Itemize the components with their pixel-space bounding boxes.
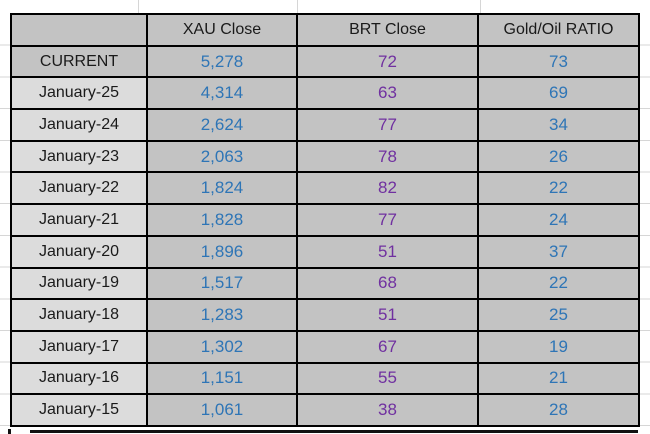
table-row: January-24 2,624 77 34 (10, 108, 640, 142)
xau-close-cell[interactable]: 2,063 (146, 139, 298, 174)
price-ratio-table: XAU Close BRT Close Gold/Oil RATIO CURRE… (10, 13, 640, 427)
gold-oil-ratio-cell[interactable]: 19 (477, 329, 640, 364)
gold-oil-ratio-cell[interactable]: 22 (477, 266, 640, 301)
brt-close-cell[interactable]: 67 (296, 329, 479, 364)
brt-close-cell[interactable]: 68 (296, 266, 479, 301)
gold-oil-ratio-cell[interactable]: 22 (477, 171, 640, 206)
table-row: January-18 1,283 51 25 (10, 298, 640, 332)
xau-close-cell[interactable]: 1,517 (146, 266, 298, 301)
cutoff-next-row-left-border (8, 429, 11, 434)
brt-close-cell[interactable]: 51 (296, 298, 479, 332)
row-label-cell[interactable]: January-21 (10, 203, 148, 237)
row-label-cell[interactable]: January-22 (10, 171, 148, 206)
brt-close-cell[interactable]: 51 (296, 234, 479, 269)
xau-close-cell[interactable]: 5,278 (146, 44, 298, 79)
table-row: January-16 1,151 55 21 (10, 361, 640, 396)
table-row: January-17 1,302 67 19 (10, 329, 640, 364)
row-label-cell[interactable]: January-19 (10, 266, 148, 301)
xau-close-cell[interactable]: 1,151 (146, 361, 298, 396)
xau-close-cell[interactable]: 1,824 (146, 171, 298, 206)
table-row: January-25 4,314 63 69 (10, 76, 640, 111)
table-row: CURRENT 5,278 72 73 (10, 44, 640, 79)
header-row: XAU Close BRT Close Gold/Oil RATIO (10, 13, 640, 47)
xau-close-cell[interactable]: 4,314 (146, 76, 298, 111)
table-row: January-20 1,896 51 37 (10, 234, 640, 269)
xau-close-header[interactable]: XAU Close (146, 13, 298, 47)
row-label-cell[interactable]: January-17 (10, 329, 148, 364)
row-label-cell[interactable]: January-25 (10, 76, 148, 111)
table-row: January-22 1,824 82 22 (10, 171, 640, 206)
xau-close-cell[interactable]: 1,283 (146, 298, 298, 332)
row-label-cell[interactable]: January-15 (10, 393, 148, 427)
brt-close-cell[interactable]: 77 (296, 203, 479, 237)
row-label-cell[interactable]: January-24 (10, 108, 148, 142)
gold-oil-ratio-cell[interactable]: 37 (477, 234, 640, 269)
brt-close-cell[interactable]: 63 (296, 76, 479, 111)
xau-close-cell[interactable]: 1,302 (146, 329, 298, 364)
gold-oil-ratio-cell[interactable]: 24 (477, 203, 640, 237)
gold-oil-ratio-cell[interactable]: 73 (477, 44, 640, 79)
brt-close-header[interactable]: BRT Close (296, 13, 479, 47)
table-row: January-19 1,517 68 22 (10, 266, 640, 301)
row-label-cell[interactable]: January-18 (10, 298, 148, 332)
table-row: January-21 1,828 77 24 (10, 203, 640, 237)
brt-close-cell[interactable]: 72 (296, 44, 479, 79)
row-label-cell[interactable]: January-16 (10, 361, 148, 396)
xau-close-cell[interactable]: 1,061 (146, 393, 298, 427)
gold-oil-ratio-cell[interactable]: 26 (477, 139, 640, 174)
brt-close-cell[interactable]: 78 (296, 139, 479, 174)
margin-gridline-top (480, 0, 481, 13)
brt-close-cell[interactable]: 38 (296, 393, 479, 427)
table-row: January-15 1,061 38 28 (10, 393, 640, 427)
gold-oil-ratio-cell[interactable]: 21 (477, 361, 640, 396)
cutoff-next-row-top-border (30, 430, 638, 433)
gold-oil-ratio-cell[interactable]: 69 (477, 76, 640, 111)
corner-header-cell[interactable] (10, 13, 148, 47)
xau-close-cell[interactable]: 2,624 (146, 108, 298, 142)
table-row: January-23 2,063 78 26 (10, 139, 640, 174)
row-label-cell[interactable]: January-20 (10, 234, 148, 269)
brt-close-cell[interactable]: 82 (296, 171, 479, 206)
margin-gridline-top (297, 0, 298, 13)
gold-oil-ratio-header[interactable]: Gold/Oil RATIO (477, 13, 640, 47)
xau-close-cell[interactable]: 1,896 (146, 234, 298, 269)
xau-close-cell[interactable]: 1,828 (146, 203, 298, 237)
margin-gridline-top (138, 0, 139, 13)
margin-gridlines-left (0, 14, 10, 432)
row-label-cell[interactable]: January-23 (10, 139, 148, 174)
brt-close-cell[interactable]: 77 (296, 108, 479, 142)
gold-oil-ratio-cell[interactable]: 34 (477, 108, 640, 142)
gold-oil-ratio-cell[interactable]: 28 (477, 393, 640, 427)
margin-gridlines-right (640, 14, 650, 432)
gold-oil-ratio-cell[interactable]: 25 (477, 298, 640, 332)
row-label-cell[interactable]: CURRENT (10, 44, 148, 79)
brt-close-cell[interactable]: 55 (296, 361, 479, 396)
